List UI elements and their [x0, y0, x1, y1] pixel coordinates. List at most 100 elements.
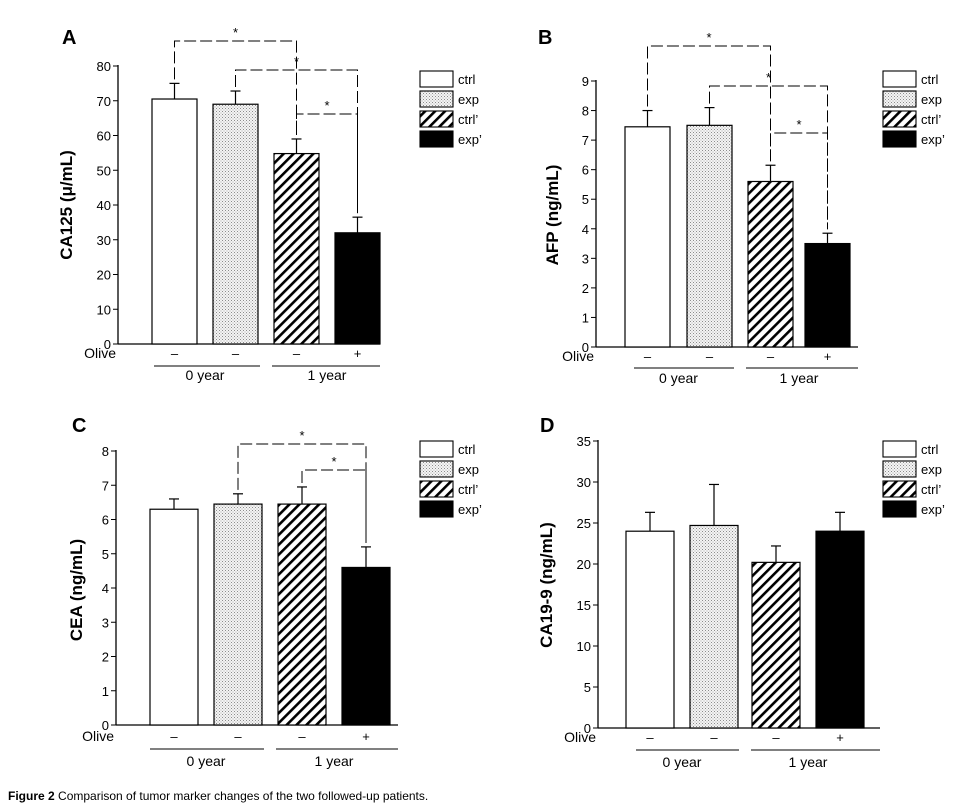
panel-d: D 0 5 10 15 20 25 30 35 CA19-9 (ng/mL) Olive – – – +0 …: [537, 415, 945, 770]
group-label: 1 year: [308, 367, 347, 383]
legend-label: ctrl’: [458, 482, 478, 497]
significance-star: *: [706, 30, 711, 45]
legend-label: ctrl: [458, 442, 475, 457]
y-tick-label: 40: [97, 198, 111, 213]
bar-4: [804, 242, 851, 348]
y-tick-label: 2: [582, 281, 589, 296]
legend-label: ctrl’: [458, 112, 478, 127]
olive-label: Olive: [564, 729, 596, 745]
y-axis-label: CA125 (μ/mL): [57, 150, 76, 260]
figure-caption: Figure 2 Comparison of tumor marker chan…: [8, 789, 428, 803]
olive-sign: –: [644, 349, 652, 364]
panel-letter: A: [62, 27, 76, 49]
y-tick-label: 80: [97, 59, 111, 74]
legend-swatch: [882, 130, 917, 148]
olive-sign: +: [362, 729, 370, 744]
y-tick-label: 6: [102, 513, 109, 528]
y-tick-label: 20: [577, 557, 591, 572]
y-axis-label: CA19-9 (ng/mL): [537, 522, 556, 648]
legend-label: exp’: [921, 132, 945, 147]
significance-star: *: [233, 25, 238, 40]
bar-2: [212, 103, 259, 345]
legend-swatch: [419, 130, 454, 148]
legend-label: ctrl’: [921, 112, 941, 127]
legend-label: ctrl: [458, 72, 475, 87]
legend-swatch: [882, 460, 917, 478]
group-label: 0 year: [659, 370, 698, 386]
bar-3: [277, 503, 327, 726]
group-label: 0 year: [187, 753, 226, 769]
y-tick-label: 7: [102, 478, 109, 493]
y-tick-label: 7: [582, 133, 589, 148]
olive-sign: –: [234, 729, 242, 744]
y-tick-label: 8: [102, 444, 109, 459]
y-tick-label: 0: [584, 721, 591, 736]
legend-label: ctrl’: [921, 482, 941, 497]
y-tick-label: 1: [582, 310, 589, 325]
y-tick-label: 6: [582, 163, 589, 178]
y-tick-label: 1: [102, 684, 109, 699]
panel-letter: C: [72, 415, 86, 437]
y-tick-label: 30: [577, 475, 591, 490]
bar-4: [341, 566, 391, 726]
bar-2: [689, 524, 739, 729]
olive-sign: +: [824, 349, 832, 364]
y-axis-label: AFP (ng/mL): [543, 165, 562, 266]
legend-swatch: [419, 480, 454, 498]
legend-swatch: [882, 440, 917, 458]
legend-swatch: [419, 440, 454, 458]
significance-star: *: [796, 117, 801, 132]
group-label: 0 year: [663, 754, 702, 770]
group-label: 1 year: [315, 753, 354, 769]
panel-c: C 0 1 2 3 4 5 6 7 8 CEA (ng/mL) * * Olive – – – +0 year 1 …: [67, 415, 482, 769]
olive-label: Olive: [562, 348, 594, 364]
y-tick-label: 10: [97, 302, 111, 317]
y-tick-label: 3: [582, 251, 589, 266]
olive-sign: –: [170, 729, 178, 744]
olive-sign: +: [354, 346, 362, 361]
legend-label: exp’: [458, 502, 482, 517]
caption-label: Figure 2: [8, 789, 55, 803]
significance-star: *: [324, 98, 329, 113]
significance-bracket: [709, 85, 828, 230]
y-tick-label: 4: [582, 222, 589, 237]
y-tick-label: 5: [102, 547, 109, 562]
legend-label: exp: [921, 92, 942, 107]
group-label: 1 year: [780, 370, 819, 386]
bar-1: [625, 530, 675, 729]
legend-swatch: [419, 70, 454, 88]
olive-sign: –: [772, 730, 780, 745]
significance-bracket: [296, 113, 358, 214]
legend-label: exp: [921, 462, 942, 477]
bar-4: [815, 530, 865, 729]
y-tick-label: 10: [577, 639, 591, 654]
significance-star: *: [294, 54, 299, 69]
y-tick-label: 15: [577, 598, 591, 613]
olive-label: Olive: [82, 728, 114, 744]
olive-sign: –: [767, 349, 775, 364]
bar-1: [624, 126, 671, 348]
significance-bracket: [174, 40, 297, 135]
legend-label: ctrl: [921, 72, 938, 87]
legend-label: ctrl: [921, 442, 938, 457]
olive-sign: –: [298, 729, 306, 744]
significance-bracket: [770, 132, 828, 230]
legend-swatch: [882, 90, 917, 108]
legend-label: exp: [458, 462, 479, 477]
significance-star: *: [299, 428, 304, 443]
caption-text: Comparison of tumor marker changes of th…: [58, 789, 429, 803]
panel-letter: B: [538, 27, 552, 49]
legend-swatch: [419, 90, 454, 108]
bar-3: [747, 180, 794, 348]
bar-2: [213, 503, 263, 726]
significance-bracket: [301, 469, 367, 543]
olive-sign: +: [836, 730, 844, 745]
olive-label: Olive: [84, 345, 116, 361]
bar-1: [151, 98, 198, 345]
legend-swatch: [419, 110, 454, 128]
y-tick-label: 0: [582, 340, 589, 355]
legend-swatch: [419, 460, 454, 478]
legend-swatch: [882, 500, 917, 518]
y-tick-label: 5: [582, 192, 589, 207]
